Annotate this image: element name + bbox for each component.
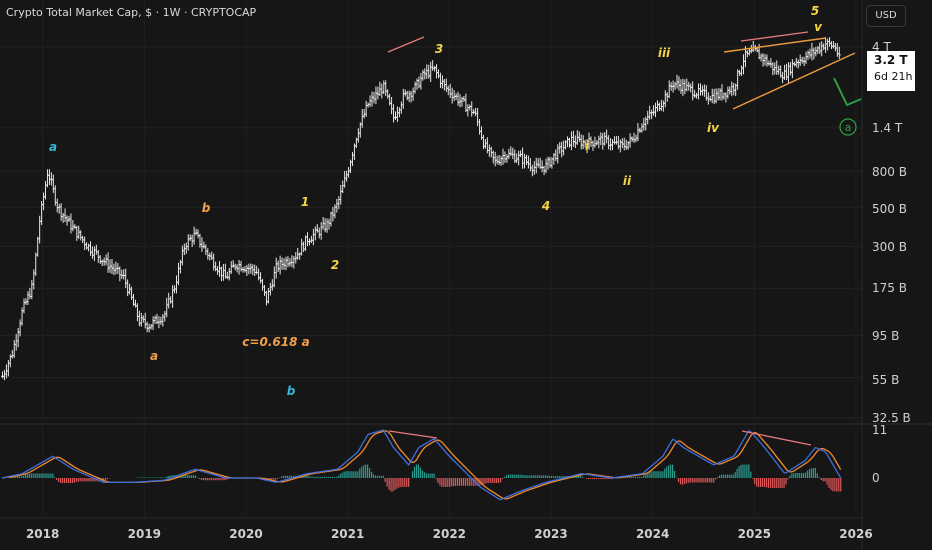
time-tick-label: 2024 <box>636 527 669 541</box>
divergence-line-price-2025 <box>740 31 809 42</box>
price-tick-label: 4 T <box>872 40 891 54</box>
indicator-layer <box>1 429 842 501</box>
axes-layer: 4 T 1.4 T 800 B 500 B 300 B 175 B 95 B 55 B 32.5… <box>26 40 911 541</box>
indicator-tick-label: 0 <box>872 471 880 485</box>
candles-layer <box>1 37 841 381</box>
chart-title: Crypto Total Market Cap, $ · 1W · CRYPTO… <box>6 6 257 19</box>
price-tick-label: 95 B <box>872 329 899 343</box>
bar-countdown: 6d 21h <box>874 70 913 83</box>
price-tick-label: 300 B <box>872 240 907 254</box>
macd-line <box>1 429 842 501</box>
time-tick-label: 2026 <box>839 527 872 541</box>
price-tick-label: 55 B <box>872 373 899 387</box>
last-price-label: 3.2 T 6d 21h <box>867 51 915 91</box>
channel-lower-line <box>732 52 856 110</box>
wave-label-wave-2: 2 <box>331 258 339 272</box>
wave-label-wave-v: v <box>814 20 823 34</box>
wave-label-wave-iii: iii <box>658 46 671 60</box>
indicator-tick-label: 11 <box>872 423 887 437</box>
overlay-layer <box>387 31 862 446</box>
wave-label-wave-i: i <box>585 139 590 153</box>
divergence-line-indicator-2025 <box>741 430 812 446</box>
wave-label-wave-a: a <box>49 140 57 154</box>
wave-label-wave-1: 1 <box>301 195 309 209</box>
price-tick-label: 1.4 T <box>872 121 903 135</box>
price-tick-label: 800 B <box>872 165 907 179</box>
time-tick-label: 2025 <box>738 527 771 541</box>
time-tick-label: 2021 <box>331 527 364 541</box>
wave-label-circled-a: a <box>845 121 852 134</box>
wave-label-wave-c: c=0.618 a <box>242 335 309 349</box>
time-tick-label: 2020 <box>229 527 262 541</box>
time-tick-label: 2019 <box>128 527 161 541</box>
wave-label-wave-iv: iv <box>707 121 720 135</box>
wave-label-wave-5: 5 <box>811 4 819 18</box>
projection-path <box>833 77 862 107</box>
channel-upper-line <box>723 37 827 53</box>
last-price-value: 3.2 T <box>874 53 908 67</box>
wave-label-wave-b: b <box>202 201 211 215</box>
price-tick-label: 500 B <box>872 202 907 216</box>
time-tick-label: 2022 <box>433 527 466 541</box>
wave-label-wave-3: 3 <box>435 42 443 56</box>
wave-label-wave-ii: ii <box>623 174 632 188</box>
currency-button[interactable]: USD <box>866 5 906 27</box>
time-tick-label: 2023 <box>534 527 567 541</box>
divergence-line-price-2021 <box>387 36 425 53</box>
price-tick-label: 175 B <box>872 281 907 295</box>
time-tick-label: 2018 <box>26 527 59 541</box>
wave-label-wave-4: 4 <box>541 199 550 213</box>
projection-circle <box>839 118 857 136</box>
wave-label-wave-b2: b <box>287 384 296 398</box>
wave-label-wave-a2: a <box>150 349 158 363</box>
divergence-line-indicator-2021 <box>388 430 438 439</box>
price-tick-label: 32.5 B <box>872 411 911 425</box>
